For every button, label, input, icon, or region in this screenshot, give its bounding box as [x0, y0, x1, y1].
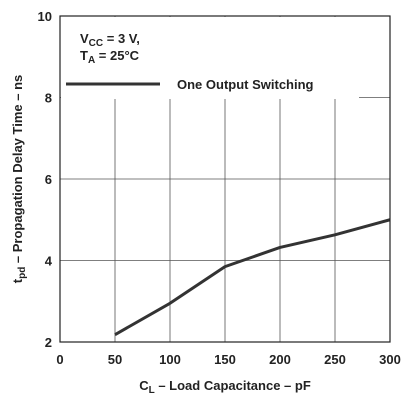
x-tick-label: 150 [214, 352, 236, 367]
condition-ta: TA = 25°C [80, 48, 140, 66]
x-axis-label: CL – Load Capacitance – pF [139, 378, 311, 396]
x-tick-label: 0 [56, 352, 63, 367]
x-tick-label: 300 [379, 352, 401, 367]
plot-frame [59, 15, 391, 343]
x-tick-label: 100 [159, 352, 181, 367]
y-tick-label: 4 [45, 254, 53, 269]
y-tick-label: 6 [45, 172, 52, 187]
legend-label: One Output Switching [177, 77, 314, 92]
y-tick-label: 10 [38, 9, 52, 24]
y-axis-label: tpd – Propagation Delay Time – ns [10, 75, 28, 284]
series-lines [114, 218, 391, 336]
y-tick-label: 8 [45, 91, 52, 106]
x-tick-label: 200 [269, 352, 291, 367]
tick-labels: 0 50 100 150 200 250 300 2 4 6 8 10 [38, 9, 401, 367]
x-tick-label: 250 [324, 352, 346, 367]
y-tick-label: 2 [45, 335, 52, 350]
series-line-one-output-switching [114, 218, 391, 336]
condition-vcc: VCC = 3 V, [80, 31, 140, 49]
x-tick-label: 50 [108, 352, 122, 367]
